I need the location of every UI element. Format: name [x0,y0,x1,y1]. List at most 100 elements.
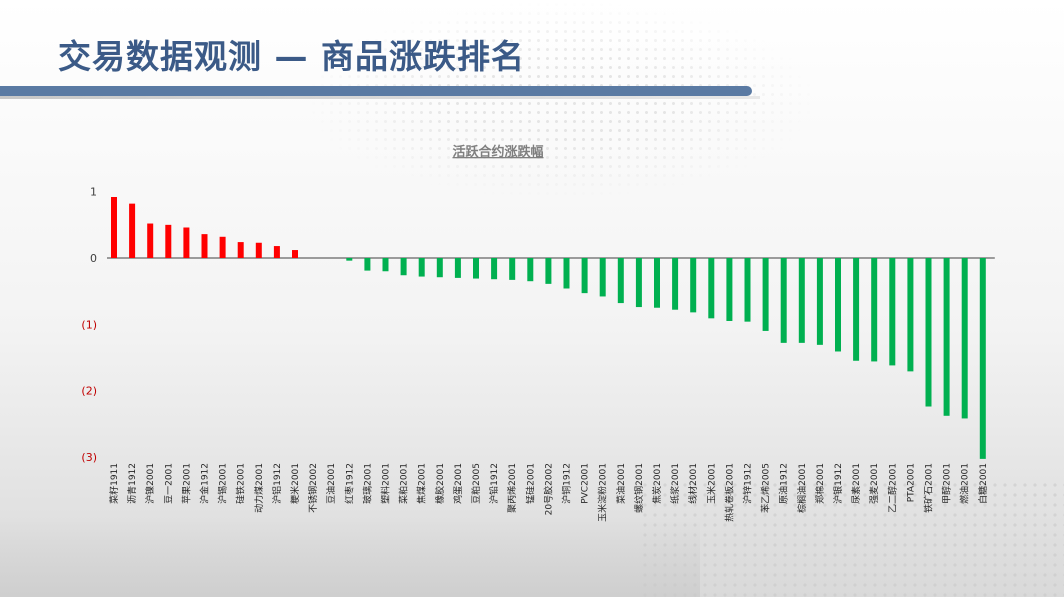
category-label: 玻璃2001 [361,463,373,504]
category-label: 沪金1912 [199,463,211,504]
title-underline-shadow [0,96,760,99]
bar [364,258,371,271]
bar [454,258,461,278]
category-label: 热轧卷板2001 [723,463,735,522]
bar [853,258,860,361]
category-label: PTA2001 [906,463,916,502]
bar [237,242,244,258]
category-label: 棕榈油2001 [796,463,808,513]
category-label: 强麦2001 [868,463,880,504]
bar [527,258,534,282]
category-label: 沪锡2001 [217,463,229,504]
bar [780,258,787,343]
bar [889,258,896,366]
category-label: 橡胶2001 [434,463,446,504]
bar [292,250,298,258]
bar [744,258,751,322]
bar [129,203,136,258]
bar [183,227,190,258]
category-label: 粳米2001 [289,463,301,504]
category-label: 不锈钢2002 [307,463,319,513]
category-label: 红枣1912 [343,463,355,504]
bar [147,223,154,258]
category-label: 沪银1912 [832,463,844,504]
bar [961,258,968,419]
category-label: 鸡蛋2001 [452,463,464,504]
category-label: 豆一2001 [163,463,174,504]
category-label: 硅铁2001 [235,463,247,504]
bar [400,258,407,276]
category-label: 纸浆2001 [669,463,681,504]
bar [382,258,389,272]
title-underline-bar [0,86,752,96]
category-label: 塑料2001 [380,463,392,504]
bar [418,258,425,277]
bar [907,258,914,372]
bar [617,258,624,304]
bar [979,258,986,459]
bar [708,258,715,319]
bar [219,236,226,258]
bar [111,197,117,258]
category-label: 铁矿石2001 [923,463,935,513]
bar [255,242,262,258]
category-label: 原油1912 [778,463,790,504]
bar [672,258,679,310]
bar [346,258,353,261]
category-label: 玉米淀粉2001 [597,463,609,522]
category-label: 螺纹钢2001 [633,463,645,513]
bar [762,258,769,331]
category-label: 沪铜1912 [561,463,573,504]
bar [635,258,642,308]
y-tick-label: (2) [81,385,97,398]
bar [273,246,280,258]
bar [509,258,516,280]
bar [798,258,805,343]
bar [726,258,733,321]
bar [563,258,570,289]
bar [654,258,660,308]
bar [201,234,208,258]
category-label: 沪镍2001 [144,463,156,504]
category-label: 郑棉2001 [814,463,826,504]
page-title: 交易数据观测 — 商品涨跌排名 [58,37,525,76]
y-tick-label: (1) [81,318,97,331]
bar [491,258,498,280]
category-label: 苹果2001 [180,463,192,504]
category-label: 菜油2001 [615,463,627,504]
bar [545,258,552,284]
background-dot-pattern [640,480,1064,597]
category-label: 玉米2001 [705,463,717,504]
bar [690,258,697,313]
category-label: 燃油2001 [959,463,971,504]
category-label: 沪铅1912 [488,463,500,504]
category-label: 尿素2001 [850,463,862,504]
bar [165,224,172,258]
category-label: 乙二醇2001 [886,463,898,513]
chart-title: 活跃合约涨跌幅 [452,144,543,160]
y-tick-label: 1 [90,186,97,199]
category-label: 20号胶2002 [542,463,554,515]
category-label: 豆油2001 [325,463,337,504]
category-label: 聚丙烯2001 [506,463,518,513]
category-label: 动力煤2001 [253,463,265,513]
y-tick-label: 0 [90,252,97,265]
background-world-map-dots [300,0,820,200]
bar [599,258,606,297]
category-label: 线材2001 [687,463,699,504]
category-label: 白糖2001 [977,463,989,504]
bar [835,258,841,352]
category-label: 焦炭2001 [651,463,663,504]
category-label: 焦煤2001 [416,463,428,504]
y-tick-label: (3) [81,451,97,464]
bar [943,258,950,416]
bar [925,258,932,407]
bar [871,258,878,362]
category-label: 沪铝1912 [271,463,283,504]
category-label: 菜粕2001 [398,463,410,504]
category-label: 苯乙烯2005 [760,463,772,513]
category-label: 沥青1912 [126,463,138,504]
category-label: PVC2001 [581,463,591,504]
category-label: 锰硅2001 [524,463,536,504]
